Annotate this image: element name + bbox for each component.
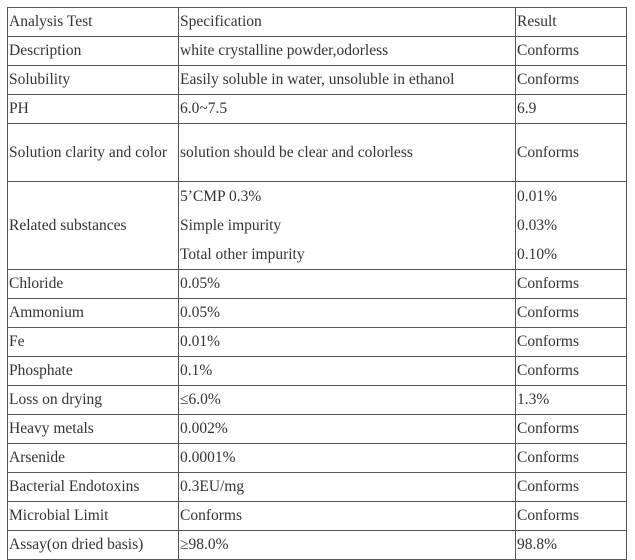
test-cell: Heavy metals [7, 414, 179, 444]
result-cell: 6.9 [515, 94, 627, 124]
table-row: Assay(on dried basis) ≥98.0% 98.8% [7, 530, 627, 560]
table-row: Chloride 0.05% Conforms [7, 269, 627, 299]
result-cell: 0.01% 0.03% 0.10% [515, 181, 627, 270]
test-cell: Related substances [7, 181, 179, 270]
result-cell: Conforms [515, 443, 627, 473]
result-line: 0.10% [517, 246, 558, 263]
test-cell: Loss on drying [7, 385, 179, 415]
spec-cell: solution should be clear and colorless [178, 123, 516, 182]
table-row: Related substances 5’CMP 0.3% Simple imp… [7, 181, 627, 270]
result-cell: Conforms [515, 123, 627, 182]
header-specification: Specification [178, 7, 516, 37]
test-cell: Microbial Limit [7, 501, 179, 531]
spec-cell: ≤6.0% [178, 385, 516, 415]
test-cell: Ammonium [7, 298, 179, 328]
test-cell: Bacterial Endotoxins [7, 472, 179, 502]
header-result: Result [515, 7, 627, 37]
header-analysis-test: Analysis Test [7, 7, 179, 37]
result-line: 0.03% [517, 217, 558, 234]
test-cell: Arsenide [7, 443, 179, 473]
result-cell: Conforms [515, 501, 627, 531]
test-cell: Description [7, 36, 179, 66]
spec-cell: 0.1% [178, 356, 516, 386]
spec-cell: 0.002% [178, 414, 516, 444]
specification-table: Analysis Test Specification Result Descr… [7, 7, 627, 560]
test-cell: Solubility [7, 65, 179, 95]
result-line: 0.01% [517, 188, 558, 205]
table-row: Ammonium 0.05% Conforms [7, 298, 627, 328]
spec-cell: 0.0001% [178, 443, 516, 473]
table-row: PH 6.0~7.5 6.9 [7, 94, 627, 124]
table-row: Bacterial Endotoxins 0.3EU/mg Conforms [7, 472, 627, 502]
result-cell: Conforms [515, 472, 627, 502]
spec-line: Total other impurity [180, 246, 305, 263]
result-cell: Conforms [515, 298, 627, 328]
spec-cell: ≥98.0% [178, 530, 516, 560]
result-cell: 1.3% [515, 385, 627, 415]
test-cell: Fe [7, 327, 179, 357]
spec-line: 5’CMP 0.3% [180, 188, 262, 205]
test-cell: Phosphate [7, 356, 179, 386]
spec-cell: Conforms [178, 501, 516, 531]
table-row: Microbial Limit Conforms Conforms [7, 501, 627, 531]
test-cell: PH [7, 94, 179, 124]
table-header-row: Analysis Test Specification Result [7, 7, 627, 37]
result-cell: Conforms [515, 269, 627, 299]
table-row: Fe 0.01% Conforms [7, 327, 627, 357]
result-cell: Conforms [515, 327, 627, 357]
table-row: Solubility Easily soluble in water, unso… [7, 65, 627, 95]
spec-cell: white crystalline powder,odorless [178, 36, 516, 66]
spec-line: Simple impurity [180, 217, 282, 234]
table-row: Solution clarity and color solution shou… [7, 123, 627, 182]
table-row: Description white crystalline powder,odo… [7, 36, 627, 66]
table-row: Phosphate 0.1% Conforms [7, 356, 627, 386]
spec-cell: 0.05% [178, 298, 516, 328]
result-cell: Conforms [515, 36, 627, 66]
spec-cell: 0.01% [178, 327, 516, 357]
result-cell: Conforms [515, 356, 627, 386]
spec-cell: 6.0~7.5 [178, 94, 516, 124]
table-row: Loss on drying ≤6.0% 1.3% [7, 385, 627, 415]
spec-cell: 0.05% [178, 269, 516, 299]
spec-cell: 0.3EU/mg [178, 472, 516, 502]
test-cell: Assay(on dried basis) [7, 530, 179, 560]
result-cell: 98.8% [515, 530, 627, 560]
spec-cell: 5’CMP 0.3% Simple impurity Total other i… [178, 181, 516, 270]
table-row: Arsenide 0.0001% Conforms [7, 443, 627, 473]
result-cell: Conforms [515, 414, 627, 444]
table-row: Heavy metals 0.002% Conforms [7, 414, 627, 444]
test-cell: Solution clarity and color [7, 123, 179, 182]
test-cell: Chloride [7, 269, 179, 299]
spec-cell: Easily soluble in water, unsoluble in et… [178, 65, 516, 95]
result-cell: Conforms [515, 65, 627, 95]
